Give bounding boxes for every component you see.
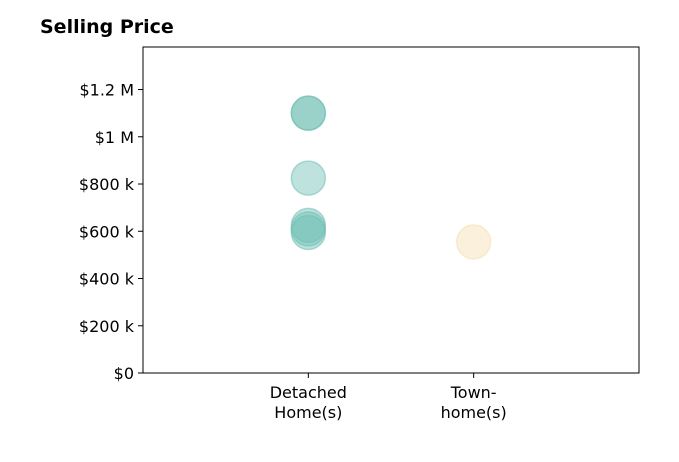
x-tick-label-line: Town- xyxy=(450,383,497,402)
plot-frame xyxy=(142,46,640,374)
x-tick-label: Town-home(s) xyxy=(441,383,507,422)
y-tick-label: $200 k xyxy=(79,317,135,336)
x-tick-label-line: Home(s) xyxy=(274,403,342,422)
y-tick-label: $1.2 M xyxy=(79,81,134,100)
y-tick-label: $800 k xyxy=(79,175,135,194)
chart-title: Selling Price xyxy=(40,16,174,38)
y-tick-label: $400 k xyxy=(79,270,135,289)
x-tick-label: Detached Home(s) xyxy=(270,383,347,422)
y-tick-label: $1 M xyxy=(95,128,134,147)
x-axis: Detached Home(s) Town-home(s) xyxy=(270,373,507,422)
data-point xyxy=(290,160,327,196)
y-tick-label: $0 xyxy=(114,364,134,383)
data-point xyxy=(290,211,327,247)
y-tick-label: $600 k xyxy=(79,222,135,241)
x-tick-label-line: Detached xyxy=(270,383,347,402)
data-point xyxy=(290,95,327,131)
x-tick-label-line: home(s) xyxy=(441,403,507,422)
plot-markers xyxy=(290,95,492,260)
y-axis: $0 $200 k $400 k $600 k $800 k $1 M $1.2 M xyxy=(79,81,143,383)
data-point xyxy=(455,224,492,260)
